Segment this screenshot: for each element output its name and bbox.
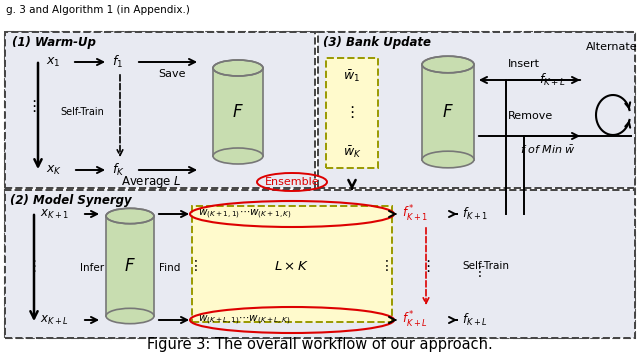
Text: $\bar{w}_K$: $\bar{w}_K$ bbox=[342, 144, 362, 160]
Text: Self-Train: Self-Train bbox=[60, 107, 104, 117]
Text: Find: Find bbox=[159, 263, 180, 273]
Bar bbox=[5, 32, 315, 188]
Text: $x_K$: $x_K$ bbox=[46, 163, 62, 176]
Bar bbox=[422, 64, 474, 159]
Text: Insert: Insert bbox=[508, 59, 540, 69]
Text: $w_{(K+L,1)}\cdots w_{(K+L,K)}$: $w_{(K+L,1)}\cdots w_{(K+L,K)}$ bbox=[198, 313, 291, 327]
Bar bbox=[5, 190, 635, 338]
Text: ⋮: ⋮ bbox=[473, 265, 487, 279]
Text: Save: Save bbox=[158, 69, 186, 79]
Bar bbox=[106, 216, 154, 316]
Text: $f^*_{K+1}$: $f^*_{K+1}$ bbox=[402, 204, 428, 224]
Text: $f_{K+1}$: $f_{K+1}$ bbox=[462, 206, 488, 222]
Text: Remove: Remove bbox=[508, 111, 553, 121]
Text: $F$: $F$ bbox=[442, 103, 454, 121]
Text: ⋮: ⋮ bbox=[344, 105, 360, 121]
Text: $x_1$: $x_1$ bbox=[46, 55, 60, 68]
Bar bbox=[326, 58, 378, 168]
Text: Alternate: Alternate bbox=[586, 42, 638, 52]
Text: (3) Bank Update: (3) Bank Update bbox=[323, 36, 431, 49]
Ellipse shape bbox=[106, 308, 154, 324]
Ellipse shape bbox=[213, 148, 263, 164]
Text: ⋮: ⋮ bbox=[26, 99, 42, 113]
Bar bbox=[213, 68, 263, 156]
Text: ⋮: ⋮ bbox=[189, 259, 203, 273]
Text: $\bar{w}_1$: $\bar{w}_1$ bbox=[344, 68, 360, 84]
Ellipse shape bbox=[106, 208, 154, 224]
Text: $w_{(K+1,1)}\cdots w_{(K+1,K)}$: $w_{(K+1,1)}\cdots w_{(K+1,K)}$ bbox=[198, 207, 292, 221]
Text: $f_{K+L}$: $f_{K+L}$ bbox=[462, 312, 488, 328]
Text: g. 3 and Algorithm 1 (in Appendix.): g. 3 and Algorithm 1 (in Appendix.) bbox=[6, 5, 190, 15]
Bar bbox=[5, 32, 635, 338]
Text: (2) Model Synergy: (2) Model Synergy bbox=[10, 194, 132, 207]
Text: ⋮: ⋮ bbox=[420, 258, 436, 274]
Text: (1) Warm-Up: (1) Warm-Up bbox=[12, 36, 96, 49]
Text: Self-Train: Self-Train bbox=[463, 261, 509, 271]
Text: ⋮: ⋮ bbox=[380, 259, 394, 273]
Bar bbox=[318, 32, 635, 188]
Text: $L\times K$: $L\times K$ bbox=[275, 260, 310, 273]
Text: Average $L$: Average $L$ bbox=[122, 174, 182, 190]
Text: $f_{K+L}$: $f_{K+L}$ bbox=[540, 72, 566, 88]
Text: $f^*_{K+L}$: $f^*_{K+L}$ bbox=[402, 310, 428, 330]
Text: Infer: Infer bbox=[80, 263, 104, 273]
Text: $f$ of Min $\bar{w}$: $f$ of Min $\bar{w}$ bbox=[520, 144, 576, 156]
Ellipse shape bbox=[422, 56, 474, 73]
Text: $f_K$: $f_K$ bbox=[112, 162, 125, 178]
Text: Ensemble: Ensemble bbox=[265, 177, 319, 187]
Ellipse shape bbox=[213, 60, 263, 76]
Text: ⋮: ⋮ bbox=[26, 258, 42, 274]
Text: $x_{K+1}$: $x_{K+1}$ bbox=[40, 207, 69, 221]
Ellipse shape bbox=[422, 151, 474, 168]
Text: $f_1$: $f_1$ bbox=[112, 54, 123, 70]
Text: $F$: $F$ bbox=[232, 103, 244, 121]
Text: $x_{K+L}$: $x_{K+L}$ bbox=[40, 314, 69, 327]
Bar bbox=[192, 206, 392, 322]
Text: Figure 3: The overall workflow of our approach.: Figure 3: The overall workflow of our ap… bbox=[147, 337, 493, 352]
Text: $F$: $F$ bbox=[124, 257, 136, 275]
